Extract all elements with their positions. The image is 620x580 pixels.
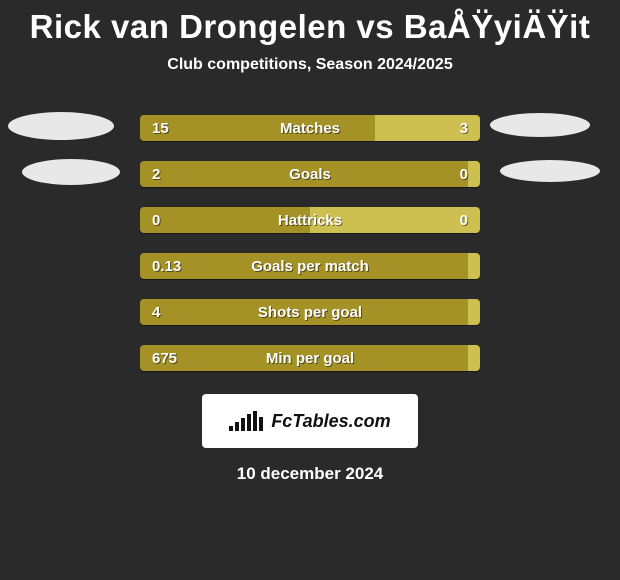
source-label: FcTables.com (271, 411, 390, 432)
left-value: 4 (152, 304, 160, 321)
left-value: 2 (152, 166, 160, 183)
subtitle: Club competitions, Season 2024/2025 (167, 56, 452, 74)
bar-holder: 2 0 Goals (140, 161, 480, 187)
right-value: 0 (460, 166, 468, 183)
metric-label: Min per goal (266, 350, 354, 367)
right-fill: 3 (375, 115, 480, 141)
comparison-infographic: Rick van Drongelen vs BaÅŸyiÄŸit Club co… (0, 0, 620, 580)
bar-holder: 0.13 Goals per match (140, 253, 480, 279)
chart-area: 153Matches20Goals00Hattricks0.13Goals pe… (0, 114, 620, 390)
player-avatar-placeholder (500, 160, 600, 182)
bar-chart-icon (229, 411, 263, 431)
date-label: 10 december 2024 (237, 464, 384, 484)
metric-label: Goals (289, 166, 331, 183)
left-value: 15 (152, 120, 169, 137)
metric-label: Hattricks (278, 212, 342, 229)
right-fill: 0 (468, 161, 480, 187)
metric-label: Shots per goal (258, 304, 362, 321)
right-fill (468, 345, 480, 371)
right-value: 3 (460, 120, 468, 137)
metric-label: Matches (280, 120, 340, 137)
metric-row: 15 3 Matches (0, 114, 620, 142)
left-value: 0 (152, 212, 160, 229)
metric-row: 0.13 Goals per match (0, 252, 620, 280)
player-avatar-placeholder (490, 113, 590, 137)
metric-label: Goals per match (251, 258, 369, 275)
metric-row: 4 Shots per goal (0, 298, 620, 326)
left-value: 675 (152, 350, 177, 367)
source-badge: FcTables.com (202, 394, 418, 448)
right-fill (468, 299, 480, 325)
player-avatar-placeholder (8, 112, 114, 140)
page-title: Rick van Drongelen vs BaÅŸyiÄŸit (30, 8, 591, 46)
bar-holder: 4 Shots per goal (140, 299, 480, 325)
metric-row: 2 0 Goals (0, 160, 620, 188)
metric-row: 0 0 Hattricks (0, 206, 620, 234)
bar-holder: 675 Min per goal (140, 345, 480, 371)
right-value: 0 (460, 212, 468, 229)
right-fill (468, 253, 480, 279)
metric-row: 675 Min per goal (0, 344, 620, 372)
left-value: 0.13 (152, 258, 181, 275)
player-avatar-placeholder (22, 159, 120, 185)
bar-holder: 0 0 Hattricks (140, 207, 480, 233)
bar-holder: 15 3 Matches (140, 115, 480, 141)
